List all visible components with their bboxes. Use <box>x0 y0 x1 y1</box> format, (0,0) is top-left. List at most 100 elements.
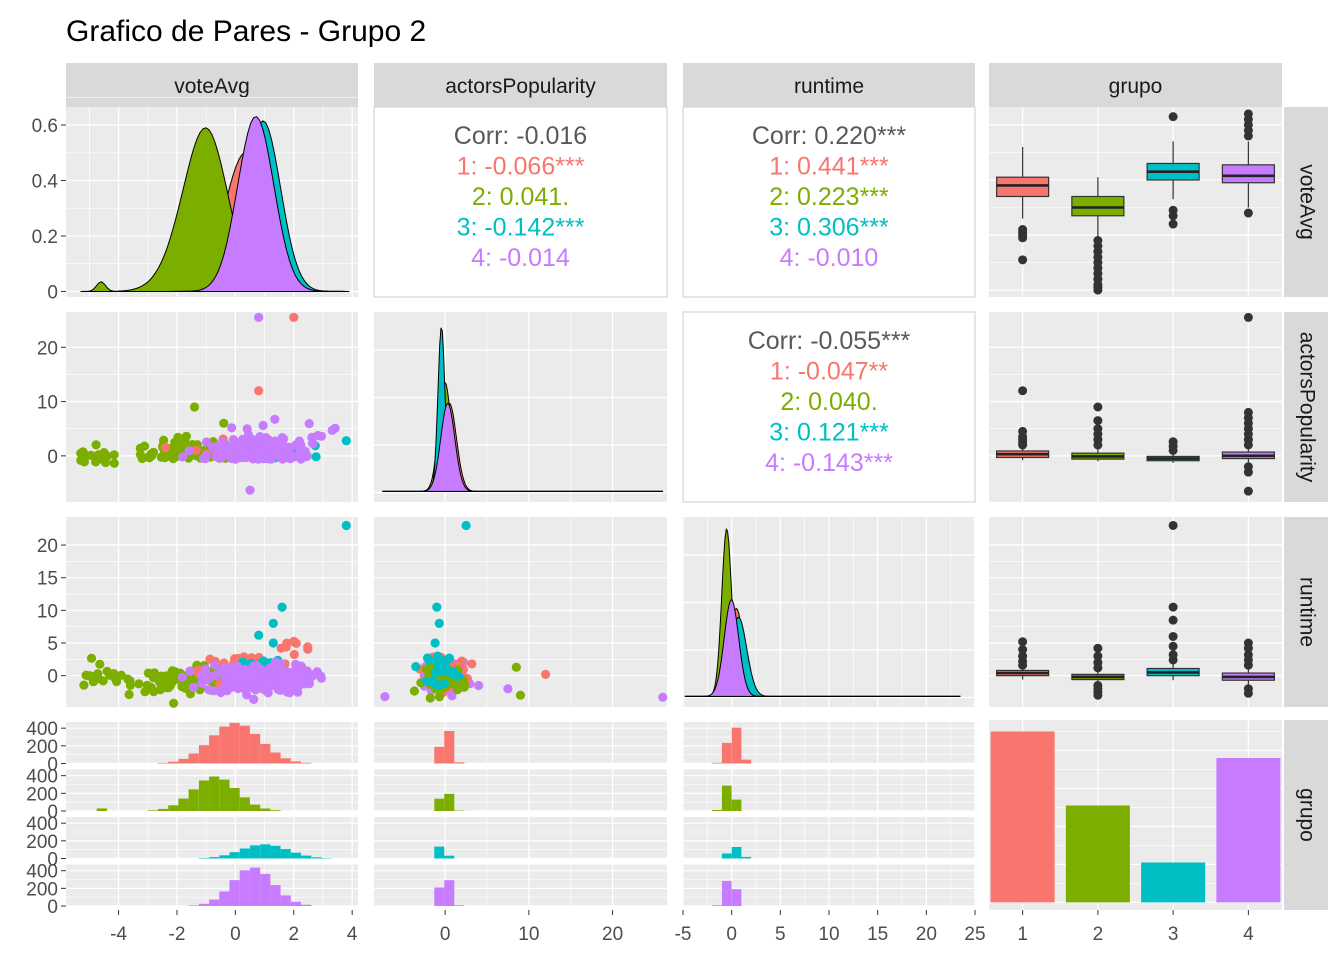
scatter-point <box>289 312 299 322</box>
scatter-point <box>242 434 252 445</box>
scatter-point <box>234 451 244 461</box>
scatter-point <box>109 458 119 468</box>
scatter-point <box>248 680 258 690</box>
histogram-bars-group-3 <box>434 846 455 859</box>
scatter-point <box>474 680 484 691</box>
scatter-point <box>266 666 277 676</box>
scatter-point <box>161 442 171 453</box>
histogram-bar <box>250 733 261 764</box>
outlier-point <box>1243 467 1253 477</box>
corr-group-1: 1: 0.441*** <box>769 153 889 181</box>
scatter-point <box>511 662 521 672</box>
scatter-point <box>268 638 278 648</box>
histogram-bar <box>239 725 250 764</box>
scatter-point <box>219 418 229 428</box>
grid-lines <box>374 517 667 707</box>
y-tick-label: 20 <box>37 338 58 359</box>
histogram-bar <box>260 808 271 811</box>
column-strip-grupo <box>989 63 1282 107</box>
scatter-point <box>302 666 312 676</box>
histogram-bar <box>260 743 271 764</box>
y-tick-label: 15 <box>37 569 58 590</box>
scatter-point <box>286 450 296 460</box>
row-strip-voteAvg <box>1284 107 1328 297</box>
boxplot-group-4 <box>1221 638 1275 698</box>
histogram-bar <box>260 873 271 906</box>
y-tick-label: 0 <box>47 447 58 468</box>
x-tick-label: 10 <box>818 924 839 945</box>
histogram-bar <box>454 905 465 906</box>
scatter-point <box>242 424 252 434</box>
scatter-point <box>432 602 442 612</box>
row-strip-grupo <box>1284 720 1328 910</box>
grid-lines <box>374 817 667 860</box>
outlier-point <box>1018 386 1028 396</box>
outlier-point <box>1018 637 1028 647</box>
box <box>1221 164 1275 184</box>
corr-group-2: 2: 0.223*** <box>769 183 889 211</box>
scatter-point <box>254 386 264 396</box>
scatter-point <box>254 312 264 322</box>
column-strip-label: grupo <box>1109 75 1163 98</box>
histogram-bar <box>188 753 199 764</box>
histogram-bar <box>721 853 732 859</box>
scatter-point <box>260 685 270 695</box>
scatter-point <box>91 440 101 450</box>
scatter-point <box>76 448 86 458</box>
outlier-point <box>1243 208 1253 218</box>
corr-group-2: 2: 0.041. <box>472 183 569 211</box>
grid-lines <box>374 312 667 502</box>
row-strip-actorsPopularity <box>1284 312 1328 502</box>
y-tick-label: 0 <box>47 667 58 688</box>
outlier-point <box>1243 638 1253 648</box>
histogram-bar <box>444 880 455 906</box>
x-tick-label: 20 <box>916 924 937 945</box>
outlier-point <box>1168 437 1178 447</box>
scatter-point <box>291 659 301 670</box>
y-tick-label: 5 <box>47 634 58 655</box>
outlier-point <box>1243 407 1253 417</box>
boxplot-group-3 <box>1146 520 1200 681</box>
scatter-point <box>177 672 187 682</box>
scatter-point <box>270 414 280 424</box>
histogram-bar <box>239 870 250 906</box>
histogram-bar <box>270 845 281 859</box>
outlier-point <box>1243 688 1253 698</box>
histogram-bar <box>721 742 732 764</box>
outlier-point <box>1243 486 1253 496</box>
histogram-facet-3 <box>66 817 358 859</box>
histogram-bar <box>741 856 752 859</box>
scatter-point <box>240 684 250 694</box>
histogram-bars-group-2 <box>96 776 281 811</box>
scatter-point <box>247 668 257 678</box>
column-strip-voteAvg <box>66 63 358 107</box>
boxplot-group-1 <box>996 146 1050 265</box>
scatter-point <box>304 679 314 689</box>
scatter-point <box>155 677 165 687</box>
x-tick-label: 4 <box>1243 924 1254 945</box>
scatter-point <box>198 453 209 463</box>
histogram-bar <box>239 848 250 859</box>
histogram-bar <box>434 887 445 906</box>
histogram-bar <box>270 810 281 811</box>
x-tick-label: -2 <box>169 924 186 945</box>
x-tick-label: 0 <box>440 924 451 945</box>
scatter-point <box>444 667 454 677</box>
density-group-4 <box>684 598 961 697</box>
scatter-point <box>227 451 237 461</box>
scatter-point <box>433 659 443 669</box>
outlier-point <box>1093 424 1103 434</box>
corr-panel-voteAvg-actorsPopularity <box>373 106 668 298</box>
scatter-point <box>304 419 314 429</box>
histogram-bar <box>270 885 281 906</box>
scatter-point <box>276 658 286 669</box>
histogram-bar <box>444 793 455 811</box>
scatter-point <box>210 660 220 670</box>
histogram-bar <box>209 899 220 906</box>
scatter-point <box>290 669 300 679</box>
histogram-bar <box>731 799 742 811</box>
scatter-point <box>327 425 337 435</box>
scatter-point <box>452 684 463 695</box>
y-tick-label: 0 <box>47 850 58 871</box>
